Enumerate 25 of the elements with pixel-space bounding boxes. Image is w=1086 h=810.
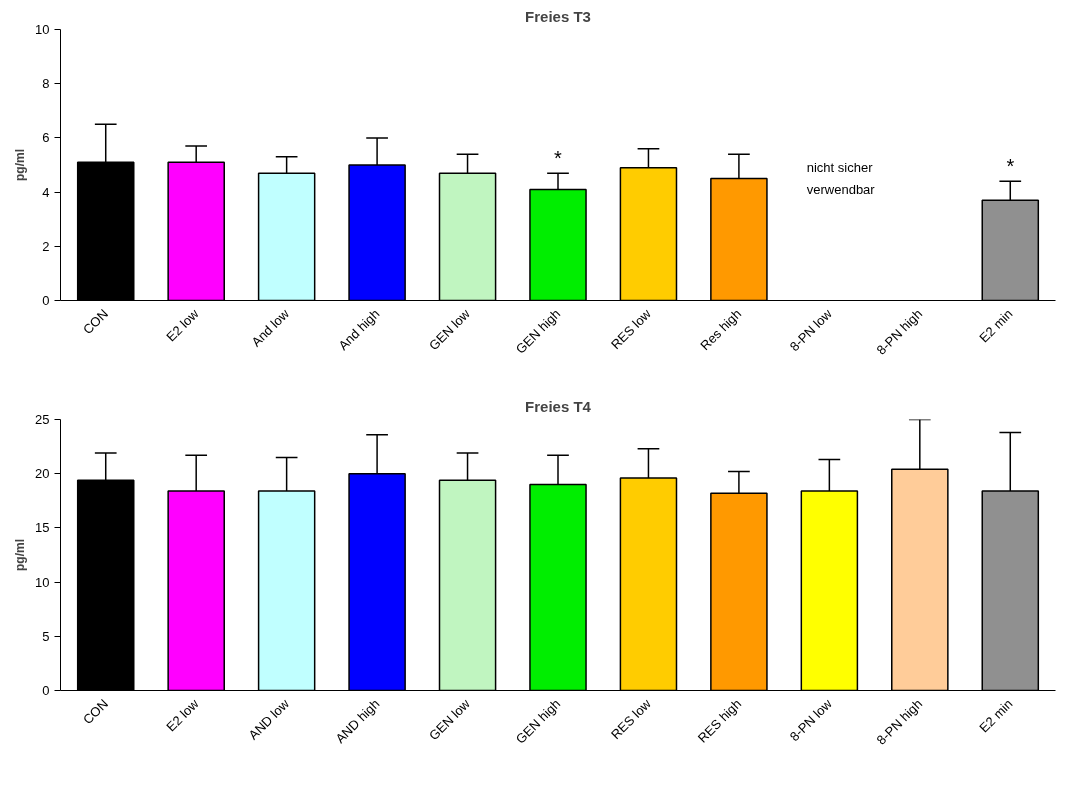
x-tick-label: E2 low xyxy=(163,695,202,735)
x-tick-label: E2 low xyxy=(163,305,202,345)
y-tick-label: 5 xyxy=(42,628,50,644)
annotation: nicht sicher verwendbar xyxy=(806,159,876,198)
y-axis-title: pg/ml xyxy=(13,539,28,571)
y-tick-label: 0 xyxy=(42,293,50,308)
x-tick-label: Res high xyxy=(697,306,745,354)
y-tick-label: 4 xyxy=(42,184,50,200)
chart-title: Freies T4 xyxy=(525,397,592,415)
y-tick-label: 10 xyxy=(35,574,50,590)
y-axis-title: pg/ml xyxy=(13,149,28,181)
y-tick-label: 25 xyxy=(35,412,50,427)
y-tick-label: 20 xyxy=(35,466,50,482)
annotation: * xyxy=(1006,155,1015,178)
y-tick-label: 8 xyxy=(42,76,50,92)
y-tick-label: 6 xyxy=(42,130,50,146)
x-tick-label: And low xyxy=(248,305,293,350)
annotation: * xyxy=(554,147,563,170)
y-tick-label: 10 xyxy=(35,22,50,37)
x-tick-label: E2 min xyxy=(976,696,1016,736)
y-tick-label: 2 xyxy=(42,238,50,254)
y-tick-label: 15 xyxy=(35,520,50,536)
y-tick-label: 0 xyxy=(42,683,50,698)
x-tick-label: E2 min xyxy=(976,306,1016,346)
chart-title: Freies T3 xyxy=(525,7,591,25)
